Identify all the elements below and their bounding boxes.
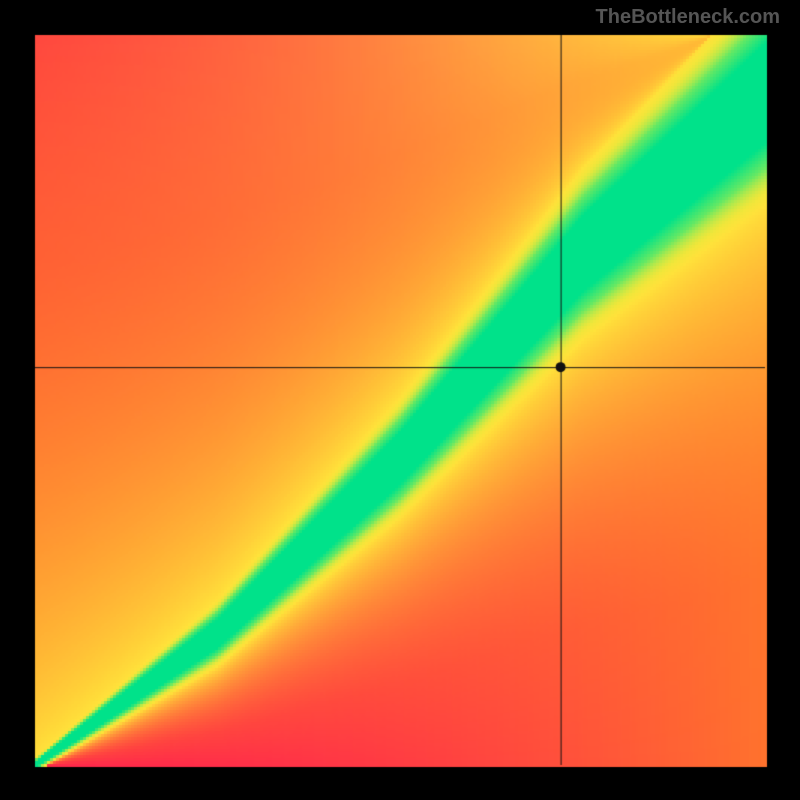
bottleneck-heatmap-canvas [0, 0, 800, 800]
watermark-text: TheBottleneck.com [596, 6, 780, 29]
chart-container: TheBottleneck.com [0, 0, 800, 800]
